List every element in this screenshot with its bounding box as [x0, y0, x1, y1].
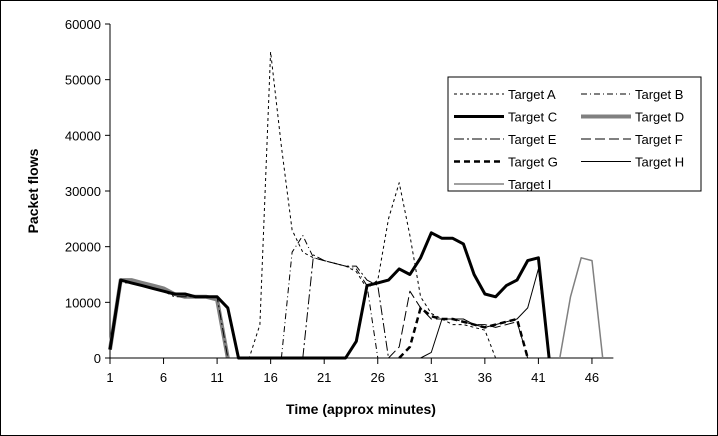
- legend-label: Target A: [508, 87, 556, 102]
- legend-label: Target E: [508, 132, 557, 147]
- legend-item: Target B: [581, 87, 683, 102]
- y-tick-label: 10000: [65, 295, 101, 310]
- legend-item: Target I: [454, 177, 551, 192]
- y-tick-label: 20000: [65, 240, 101, 255]
- x-tick-label: 46: [585, 370, 599, 385]
- x-tick-label: 1: [106, 370, 113, 385]
- legend-item: Target H: [581, 155, 684, 170]
- legend-label: Target B: [635, 87, 683, 102]
- legend: Target A Target B Target C Target D Target E…: [447, 76, 702, 192]
- legend-label: Target H: [635, 155, 684, 170]
- series-line-target-h: [110, 268, 550, 359]
- series-line-target-c: [108, 231, 551, 360]
- x-tick-label: 31: [424, 370, 438, 385]
- legend-box: [447, 76, 702, 192]
- legend-item: Target G: [454, 155, 558, 170]
- legend-item: Target C: [454, 110, 557, 125]
- legend-item: Target F: [581, 132, 683, 147]
- x-tick-label: 11: [210, 370, 224, 385]
- x-tick-label: 21: [317, 370, 331, 385]
- legend-item: Target E: [454, 132, 557, 147]
- y-tick-label: 0: [94, 351, 101, 366]
- x-tick-label: 26: [371, 370, 385, 385]
- legend-label: Target G: [508, 155, 558, 170]
- series-line-target-g: [398, 306, 529, 359]
- legend-label: Target D: [635, 110, 684, 125]
- y-tick-label: 30000: [65, 184, 101, 199]
- series-lines: [108, 51, 604, 360]
- x-tick-label: 16: [263, 370, 277, 385]
- legend-item: Target D: [581, 110, 684, 125]
- x-tick-label: 6: [160, 370, 167, 385]
- y-axis-label: Packet flows: [25, 148, 41, 233]
- x-axis-label: Time (approx minutes): [286, 401, 436, 417]
- y-tick-label: 60000: [65, 17, 101, 32]
- series-line-target-e: [109, 254, 389, 359]
- legend-item: Target A: [454, 87, 556, 102]
- legend-label: Target F: [635, 132, 683, 147]
- legend-label: Target I: [508, 177, 551, 192]
- series-line-target-i: [559, 257, 604, 359]
- series-line-target-a: [110, 51, 497, 359]
- y-tick-label: 50000: [65, 73, 101, 88]
- x-tick-label: 36: [478, 370, 492, 385]
- x-tick-label: 41: [531, 370, 545, 385]
- legend-label: Target C: [508, 110, 557, 125]
- y-tick-label: 40000: [65, 128, 101, 143]
- series-line-target-f: [388, 290, 529, 359]
